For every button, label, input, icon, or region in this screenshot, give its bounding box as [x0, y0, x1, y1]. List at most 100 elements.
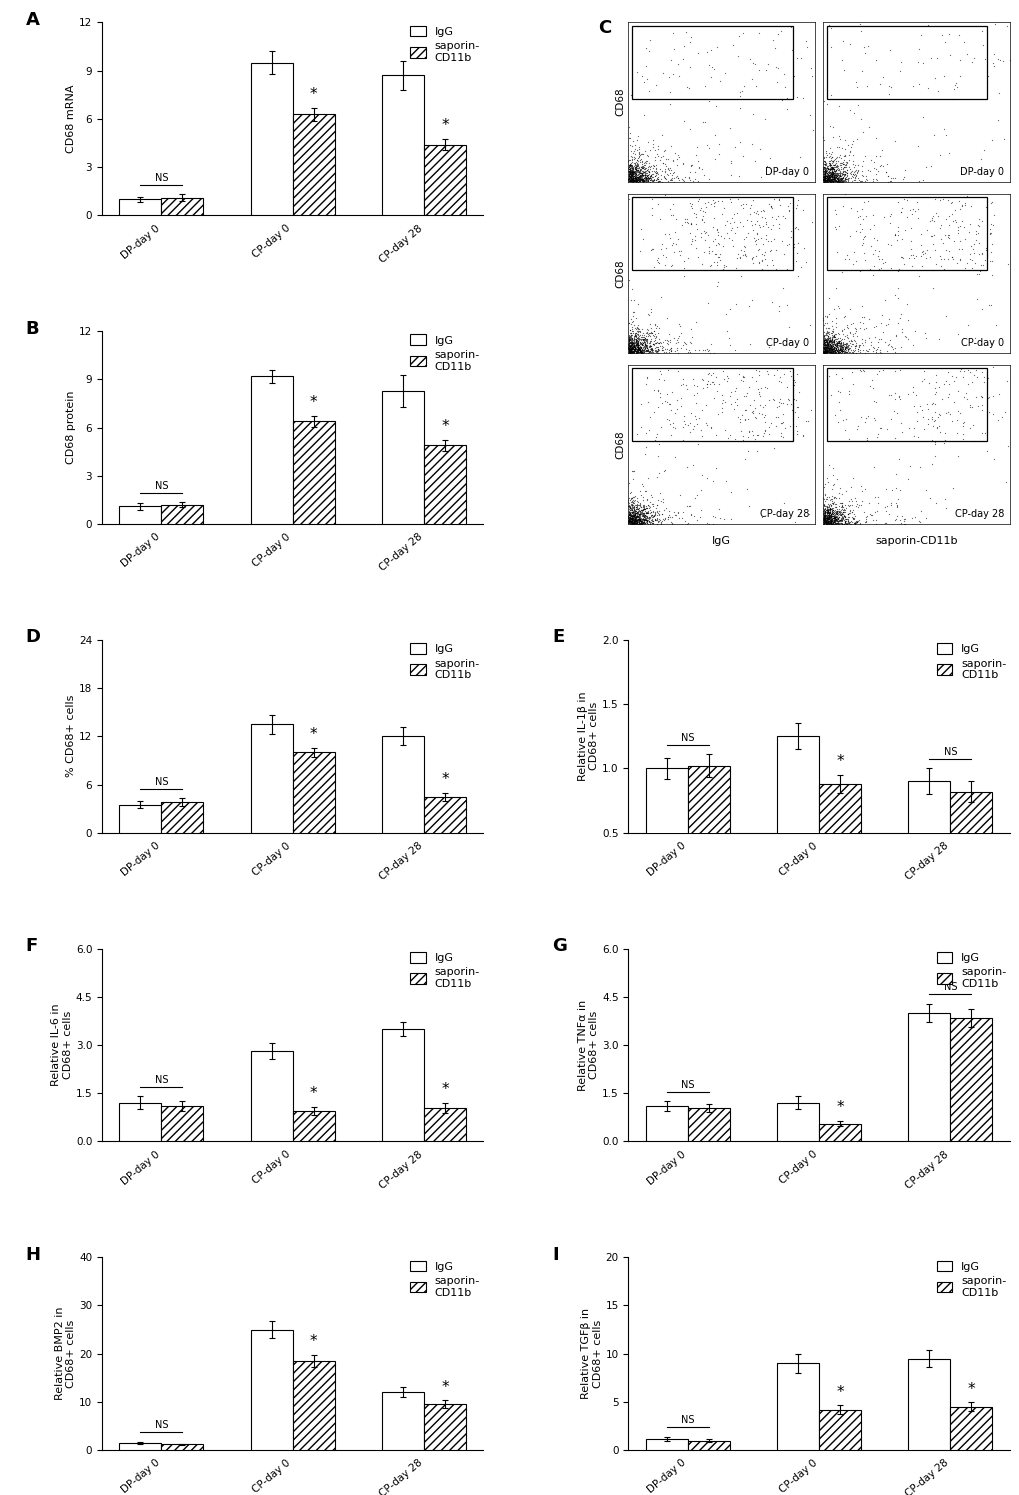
Point	[638, 508, 654, 532]
Point	[767, 405, 784, 429]
Point	[860, 306, 876, 330]
Point	[635, 501, 651, 525]
Point	[631, 511, 647, 535]
Point	[894, 167, 910, 191]
Point	[632, 478, 648, 502]
Point	[627, 154, 643, 178]
Point	[631, 326, 647, 350]
Point	[836, 163, 852, 187]
Point	[815, 158, 832, 182]
Point	[626, 166, 642, 190]
Point	[634, 160, 650, 184]
Point	[630, 158, 646, 182]
Point	[627, 155, 643, 179]
Point	[816, 499, 833, 523]
Point	[825, 486, 842, 510]
Point	[621, 505, 637, 529]
Point	[662, 336, 679, 360]
Point	[629, 158, 645, 182]
Point	[820, 504, 837, 528]
Point	[644, 155, 660, 179]
Point	[620, 510, 636, 534]
Point	[636, 158, 652, 182]
Point	[819, 336, 836, 360]
Point	[659, 157, 676, 181]
Point	[631, 511, 647, 535]
Point	[951, 48, 967, 72]
Point	[820, 145, 837, 169]
Point	[825, 336, 842, 360]
Point	[625, 333, 641, 357]
Text: I: I	[551, 1245, 558, 1263]
Point	[628, 504, 644, 528]
Point	[821, 336, 838, 360]
Point	[857, 164, 873, 188]
Point	[798, 28, 814, 52]
Point	[821, 496, 838, 520]
Point	[620, 167, 636, 191]
Point	[630, 496, 646, 520]
Point	[820, 329, 837, 353]
Point	[826, 495, 843, 519]
Point	[632, 332, 648, 356]
Point	[622, 510, 638, 534]
Point	[832, 338, 848, 362]
Point	[892, 200, 908, 224]
Point	[625, 161, 641, 185]
Point	[683, 191, 699, 215]
Point	[817, 504, 834, 528]
Point	[821, 164, 838, 188]
Point	[823, 336, 840, 360]
Point	[856, 510, 872, 534]
Point	[637, 161, 653, 185]
Point	[824, 317, 841, 341]
Point	[830, 124, 847, 148]
Point	[624, 504, 640, 528]
Point	[844, 253, 860, 277]
Point	[935, 422, 952, 446]
Point	[816, 504, 833, 528]
Point	[830, 332, 847, 356]
Point	[624, 507, 640, 531]
Point	[642, 167, 658, 191]
Point	[843, 338, 859, 362]
Point	[630, 164, 646, 188]
Point	[819, 164, 836, 188]
Point	[821, 157, 838, 181]
Point	[657, 496, 674, 520]
Point	[688, 411, 704, 435]
Point	[958, 387, 974, 411]
Point	[736, 408, 752, 432]
Point	[626, 511, 642, 535]
Point	[751, 384, 767, 408]
Point	[634, 317, 650, 341]
Point	[832, 338, 848, 362]
Point	[621, 166, 637, 190]
Point	[632, 335, 648, 359]
Point	[623, 508, 639, 532]
Point	[630, 501, 646, 525]
Point	[625, 341, 641, 365]
Point	[636, 504, 652, 528]
Point	[837, 478, 853, 502]
Point	[653, 508, 669, 532]
Point	[623, 510, 639, 534]
Point	[828, 167, 845, 191]
Point	[818, 335, 835, 359]
Point	[821, 169, 838, 193]
Point	[626, 155, 642, 179]
Point	[629, 152, 645, 176]
Point	[827, 163, 844, 187]
Point	[951, 230, 967, 254]
Point	[649, 336, 665, 360]
Point	[815, 327, 832, 351]
Point	[627, 511, 643, 535]
Point	[621, 508, 637, 532]
Point	[820, 507, 837, 531]
Point	[623, 154, 639, 178]
Point	[820, 332, 837, 356]
Point	[749, 227, 765, 251]
Point	[628, 158, 644, 182]
Point	[833, 151, 849, 175]
Point	[649, 169, 665, 193]
